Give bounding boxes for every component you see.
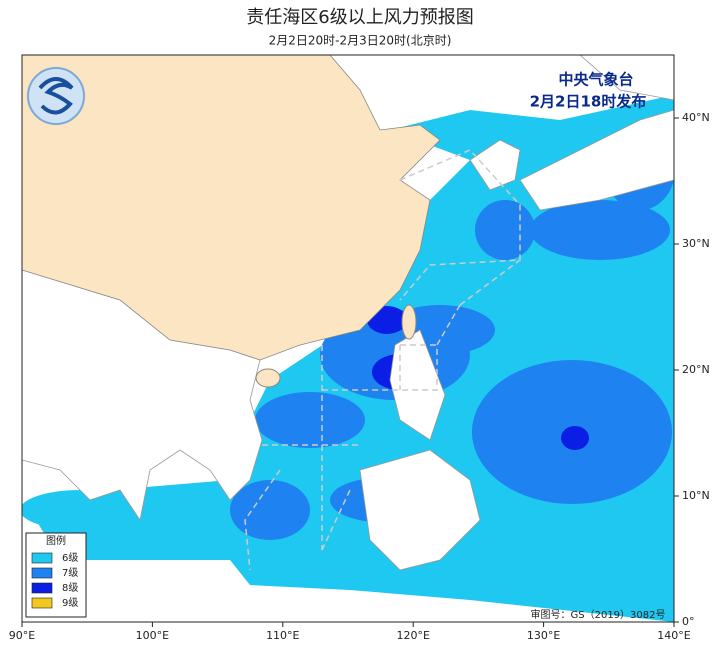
land xyxy=(389,329,446,441)
y-tick-label: 10°N xyxy=(682,489,710,502)
legend-label: 8级 xyxy=(62,582,78,594)
subtitle: 2月2日20时-2月3日20时(北京时) xyxy=(269,34,452,48)
title: 责任海区6级以上风力预报图 xyxy=(246,7,473,28)
x-tick-label: 140°E xyxy=(657,629,690,642)
wind-7 xyxy=(475,200,535,260)
x-tick-label: 130°E xyxy=(527,629,560,642)
frame xyxy=(21,54,675,623)
legend-title: 图例 xyxy=(46,534,66,547)
legend-label: 6级 xyxy=(62,552,78,564)
x-tick-label: 110°E xyxy=(266,629,299,642)
land xyxy=(579,55,674,101)
zone-line xyxy=(399,149,521,301)
legend-label: 9级 xyxy=(62,597,78,609)
wind-7 xyxy=(230,480,310,540)
zone-line xyxy=(262,344,437,550)
land xyxy=(359,449,481,571)
wind-7 xyxy=(255,392,365,448)
wind-7 xyxy=(530,200,670,260)
legend-swatch xyxy=(31,582,53,594)
china-land xyxy=(22,55,441,361)
legend-swatch xyxy=(31,597,53,609)
taiwan xyxy=(401,304,417,340)
zone-line xyxy=(322,259,521,391)
x-tick-label: 90°E xyxy=(9,629,35,642)
issuer-time: 2月2日18时发布 xyxy=(530,93,647,111)
map-body xyxy=(22,55,674,622)
hainan xyxy=(255,368,281,388)
legend-swatch xyxy=(31,552,53,564)
x-tick-label: 120°E xyxy=(396,629,429,642)
land xyxy=(469,139,521,191)
approval: 审图号：GS（2019）3082号 xyxy=(531,608,666,621)
y-tick-label: 0° xyxy=(682,615,695,628)
y-tick-label: 40°N xyxy=(682,111,710,124)
logo xyxy=(27,67,85,125)
y-tick-label: 20°N xyxy=(682,363,710,376)
legend-label: 7级 xyxy=(62,567,78,579)
land xyxy=(519,109,674,211)
zone-line xyxy=(244,469,351,571)
y-tick-label: 30°N xyxy=(682,237,710,250)
wind-6 xyxy=(22,490,140,530)
issuer-name: 中央气象台 xyxy=(558,71,633,89)
legend-swatch xyxy=(31,567,53,579)
x-tick-label: 100°E xyxy=(136,629,169,642)
wind-8 xyxy=(561,426,589,450)
